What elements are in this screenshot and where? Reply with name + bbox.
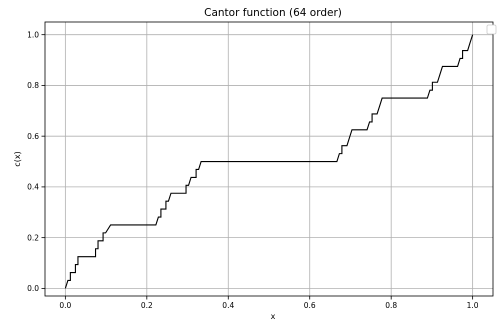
x-tick-label: 0.4 [222,301,234,310]
chart-title: Cantor function (64 order) [204,7,342,19]
plot-frame [44,21,494,297]
x-tick-label: 0.2 [141,301,153,310]
y-tick-label: 1.0 [27,30,39,39]
x-tick-label: 0.0 [59,301,71,310]
y-tick-label: 0.4 [27,183,39,192]
cantor-series-line [64,34,474,289]
y-tick-label: 0.6 [27,132,39,141]
x-tick-label: 0.6 [304,301,316,310]
x-axis-label: x [271,312,276,320]
legend-box [486,24,497,35]
grid [45,22,493,296]
y-axis-label: c(x) [13,151,22,166]
y-tick-label: 0.0 [27,284,39,293]
y-tick-label: 0.8 [27,81,39,90]
y-tick-label: 0.2 [27,233,39,242]
x-tick-label: 1.0 [467,301,479,310]
ticks: 0.0 0.2 0.4 0.6 0.8 1.0 0.0 0.2 0.4 0.6 0.8 1.0 [27,30,479,310]
series-layer [64,34,474,289]
x-tick-label: 0.8 [385,301,397,310]
